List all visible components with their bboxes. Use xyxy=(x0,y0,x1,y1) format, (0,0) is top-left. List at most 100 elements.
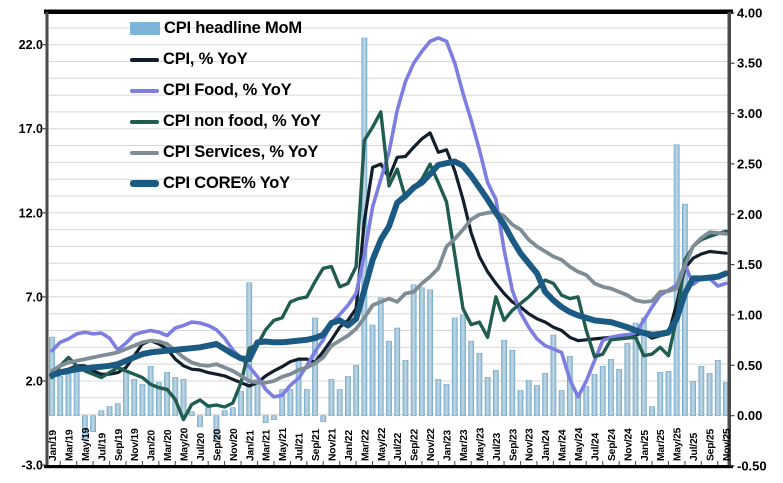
legend-item-cpi-non-food: CPI non food, % YoY xyxy=(130,106,321,137)
bar-cpi-headline-mom xyxy=(690,381,697,416)
x-axis-tick-label: May/25 xyxy=(673,427,684,461)
bar-cpi-headline-mom xyxy=(599,366,606,416)
x-axis-tick-label: Nov/20 xyxy=(229,428,240,461)
x-axis-tick-label: Jul/24 xyxy=(591,433,602,461)
bar-cpi-headline-mom xyxy=(271,415,277,420)
legend-item-cpi-headline-mom: CPI headline MoM xyxy=(130,13,321,44)
line-cpi-services-yoy xyxy=(50,210,728,385)
bar-cpi-headline-mom xyxy=(591,374,598,416)
bar-cpi-headline-mom xyxy=(221,410,228,416)
bar-cpi-headline-mom xyxy=(98,410,105,416)
bar-cpi-headline-mom xyxy=(616,369,623,416)
bar-cpi-headline-mom xyxy=(698,366,705,416)
x-axis-tick-label: Mar/21 xyxy=(262,429,273,461)
x-axis-tick-label: Mar/23 xyxy=(459,429,470,461)
legend-label: CPI non food, % YoY xyxy=(163,112,321,130)
bar-cpi-headline-mom xyxy=(624,342,631,416)
y-axis-right-tick-label: -0.50 xyxy=(737,459,767,474)
x-axis-tick-label: May/21 xyxy=(278,427,289,461)
x-axis-tick-label: Mar/20 xyxy=(163,429,174,461)
bar-cpi-headline-mom xyxy=(188,411,195,416)
bar-cpi-headline-mom xyxy=(123,371,129,416)
y-axis-right-tick-label: 0.00 xyxy=(737,408,762,423)
x-axis-tick-label: Jan/25 xyxy=(640,430,651,461)
x-axis-tick-label: Sep/20 xyxy=(212,429,223,461)
bar-cpi-headline-mom xyxy=(65,374,72,416)
x-axis-tick-label: Jan/23 xyxy=(443,430,454,461)
bar-cpi-headline-mom xyxy=(180,379,187,416)
x-axis-tick-label: Nov/25 xyxy=(722,428,733,461)
bar-cpi-headline-mom xyxy=(682,203,688,416)
y-axis-left-tick-label: 12.0 xyxy=(19,206,43,220)
bar-cpi-headline-mom xyxy=(377,297,384,416)
bar-cpi-headline-mom xyxy=(353,364,360,416)
x-axis-tick-label: Mar/19 xyxy=(64,429,75,461)
line-swatch-icon xyxy=(130,119,159,124)
bar-cpi-headline-mom xyxy=(460,314,466,416)
chart-legend: CPI headline MoM CPI, % YoY CPI Food, % … xyxy=(130,13,321,199)
x-axis-tick-label: Nov/21 xyxy=(328,428,339,461)
x-axis-tick-label: Mar/22 xyxy=(360,429,371,461)
y-axis-left-tick-label: 7.0 xyxy=(26,290,43,304)
x-axis-tick-label: Jul/22 xyxy=(393,433,404,461)
legend-label: CPI, % YoY xyxy=(163,50,248,68)
x-axis-tick-label: May/23 xyxy=(475,427,486,461)
legend-item-cpi-food: CPI Food, % YoY xyxy=(130,75,321,106)
bar-cpi-headline-mom xyxy=(550,334,557,416)
x-axis-tick-label: Sep/21 xyxy=(311,429,322,461)
bar-cpi-headline-mom xyxy=(90,415,96,433)
x-axis-tick-label: Jan/21 xyxy=(245,430,256,461)
bar-cpi-headline-mom xyxy=(665,371,672,416)
bar-cpi-headline-mom xyxy=(706,373,713,416)
x-axis-tick-label: Jan/19 xyxy=(48,430,59,461)
x-axis-tick-label: May/22 xyxy=(377,427,388,461)
x-axis-tick-label: Nov/24 xyxy=(623,428,634,461)
line-cpi-food-yoy xyxy=(50,36,728,399)
bar-cpi-headline-mom xyxy=(57,376,64,416)
line-cpi-non-food-yoy xyxy=(50,110,728,422)
bar-cpi-headline-mom xyxy=(205,406,212,416)
x-axis-tick-label: Sep/23 xyxy=(508,429,519,461)
bar-cpi-headline-mom xyxy=(131,379,138,416)
y-axis-right-tick-label: 0.50 xyxy=(737,358,762,373)
bar-cpi-headline-mom xyxy=(542,373,549,416)
y-axis-left-tick-label: 2.0 xyxy=(26,374,43,388)
bar-cpi-headline-mom xyxy=(213,415,220,441)
legend-label: CPI Services, % YoY xyxy=(163,143,319,161)
bar-cpi-headline-mom xyxy=(336,389,343,416)
x-axis-tick-label: Jul/23 xyxy=(492,433,503,461)
y-axis-left-tick-label: 17.0 xyxy=(19,122,43,136)
legend-item-cpi-yoy: CPI, % YoY xyxy=(130,44,321,75)
x-axis-tick-label: Sep/19 xyxy=(114,429,125,461)
bar-cpi-headline-mom xyxy=(484,377,491,416)
x-axis-tick-label: May/24 xyxy=(574,427,585,461)
bar-cpi-headline-mom xyxy=(402,359,409,416)
y-axis-left-tick-label: -3.0 xyxy=(21,459,43,473)
y-axis-right-tick-label: 1.00 xyxy=(737,307,762,322)
bar-cpi-headline-mom xyxy=(534,385,540,416)
bar-cpi-headline-mom xyxy=(558,390,565,416)
bar-cpi-headline-mom xyxy=(632,322,639,416)
x-axis-tick-label: Jan/20 xyxy=(147,430,158,461)
bar-cpi-headline-mom xyxy=(649,406,655,416)
line-swatch-icon xyxy=(130,88,159,93)
bar-cpi-headline-mom xyxy=(657,372,664,416)
x-axis-tick-label: Jan/24 xyxy=(541,430,552,461)
y-axis-right-tick-label: 1.50 xyxy=(737,257,762,272)
x-axis-tick-label: Sep/24 xyxy=(607,429,618,461)
plot-border-top xyxy=(44,9,733,14)
bar-cpi-headline-mom xyxy=(238,391,244,416)
bar-cpi-headline-mom xyxy=(320,415,327,422)
legend-item-cpi-core: CPI CORE% YoY xyxy=(130,168,321,199)
line-swatch-icon xyxy=(130,180,159,187)
bar-cpi-headline-mom xyxy=(369,324,376,416)
x-axis-tick-label: Jul/19 xyxy=(97,433,108,461)
bar-cpi-headline-mom xyxy=(287,389,294,416)
plot-border-left xyxy=(45,12,49,466)
legend-label: CPI Food, % YoY xyxy=(163,81,292,99)
bar-cpi-headline-mom xyxy=(147,366,154,416)
bar-cpi-headline-mom xyxy=(517,390,524,416)
plot-border-bottom xyxy=(44,465,733,469)
